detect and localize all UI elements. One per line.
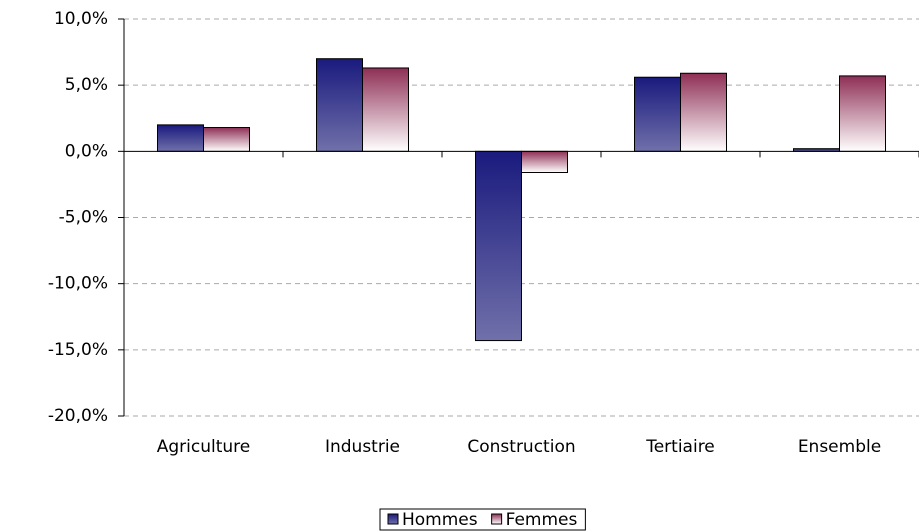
legend-label: Hommes [402,510,478,530]
legend-box [379,508,586,531]
x-tick-label: Ensemble [798,437,881,457]
y-tick-label: 0,0% [65,141,108,161]
y-tick-label: -5,0% [59,208,108,228]
y-tick-label: -15,0% [48,340,108,360]
bar [475,150,522,342]
legend: Hommes Femmes [379,508,586,531]
legend-swatch [491,513,503,525]
x-tick-label: Industrie [325,437,400,457]
legend-swatch [387,513,399,525]
x-tick-label: Tertiaire [645,437,715,457]
bar [316,58,363,152]
x-tick-label: Agriculture [157,437,251,457]
y-tick-label: -10,0% [48,274,108,294]
bar [521,150,568,174]
y-tick-label: -20,0% [48,406,108,426]
bar [839,75,886,152]
bar [362,67,409,152]
x-tick-label: Construction [467,437,575,457]
bar [157,124,204,152]
legend-label: Femmes [506,510,578,530]
bar [634,76,681,152]
y-tick-label: 5,0% [65,75,108,95]
y-tick-label: 10,0% [54,9,108,29]
bar [680,72,727,152]
bar [203,127,250,152]
